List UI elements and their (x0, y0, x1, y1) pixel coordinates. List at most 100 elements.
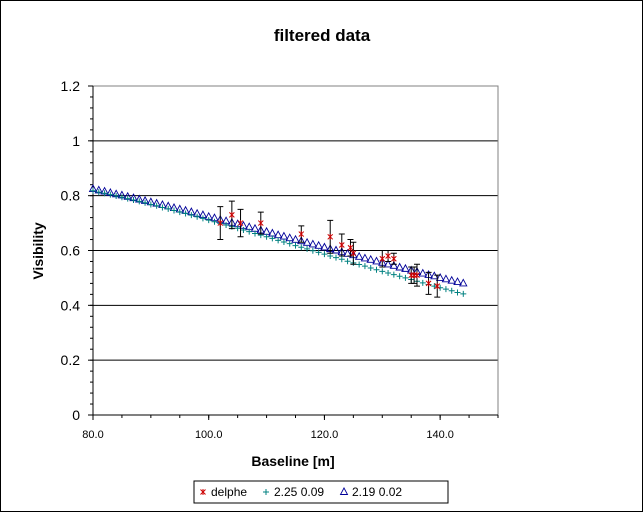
legend: delphe 2.25 0.09 2.19 0.02 (193, 480, 449, 504)
plus-point (309, 247, 316, 254)
plus-point (419, 279, 426, 286)
x-point (408, 272, 415, 279)
plus-point (373, 266, 380, 273)
legend-marker-fit2 (339, 487, 349, 495)
plus-point (280, 239, 287, 246)
x-point (411, 272, 417, 279)
triangle-point (418, 268, 428, 277)
x-point (347, 244, 354, 251)
plus-point (240, 226, 247, 233)
x-point (434, 283, 441, 290)
plus-point (454, 289, 461, 296)
tick-labels: 0 0.2 0.4 0.6 0.8 1 1.2 80.0 100.0 120.0 140.0 (61, 78, 454, 441)
plus-point (176, 209, 183, 216)
chart-title: filtered data (274, 26, 371, 45)
plus-point (292, 242, 299, 249)
axes (88, 85, 499, 420)
triangle-point (273, 230, 283, 239)
triangle-point (459, 278, 468, 287)
triangle-point (401, 263, 410, 272)
gridlines (93, 85, 498, 361)
plus-point (263, 233, 270, 240)
plus-point (153, 202, 160, 209)
plus-point (194, 213, 201, 220)
plus-point (142, 199, 149, 206)
plus-point (361, 263, 368, 270)
triangle-point (320, 242, 329, 251)
triangle-point (447, 275, 456, 284)
y-axis-title: Visibility (30, 222, 46, 280)
plus-point (367, 265, 374, 272)
triangle-point (441, 274, 451, 283)
plus-point (118, 194, 125, 201)
x-point (414, 272, 420, 279)
plus-point (188, 212, 195, 219)
plus-point (159, 204, 166, 211)
triangle-point (314, 240, 323, 249)
triangle-point (453, 277, 462, 285)
x-tick-label: 80.0 (82, 429, 103, 441)
triangle-point (372, 256, 381, 265)
plus-point (124, 195, 131, 202)
plus-point (95, 189, 102, 196)
plus-point (182, 210, 189, 217)
triangle-point (285, 233, 294, 242)
triangle-point (250, 223, 260, 232)
plus-point (223, 222, 230, 229)
triangle-point (354, 251, 364, 260)
plus-point (448, 287, 455, 294)
triangle-point (395, 262, 404, 271)
plus-point (385, 269, 392, 276)
plus-point (442, 286, 449, 293)
plus-point (211, 218, 218, 225)
plus-point (286, 240, 293, 247)
triangle-point (291, 234, 300, 243)
x-point (385, 252, 391, 259)
plus-point (315, 249, 322, 256)
y-tick-label: 1.2 (61, 78, 81, 94)
plus-point (246, 228, 253, 235)
y-tick-label: 0.8 (61, 188, 81, 204)
plus-point (107, 191, 114, 198)
plus-point (269, 235, 276, 242)
triangle-point (268, 228, 277, 237)
legend-marker-delphe (200, 489, 206, 495)
x-tick-label: 140.0 (426, 429, 454, 441)
plus-point (234, 225, 241, 232)
plus-point (113, 192, 120, 199)
triangle-point (360, 253, 370, 262)
plus-point (275, 237, 282, 244)
x-point (217, 220, 224, 227)
x-tick-label: 100.0 (195, 429, 223, 441)
triangle-point (302, 237, 312, 246)
x-point (338, 242, 345, 249)
plus-point (136, 198, 143, 205)
plus-point (344, 258, 351, 265)
plus-point (147, 201, 154, 208)
plus-point (205, 217, 212, 224)
plus-point (338, 256, 345, 263)
plus-point (356, 261, 363, 268)
y-tick-label: 0.6 (61, 243, 81, 259)
plus-point (396, 273, 403, 280)
x-point (257, 220, 264, 227)
x-point (350, 250, 357, 257)
legend-label-fit1: 2.25 0.09 (274, 485, 324, 499)
legend-label-fit2: 2.19 0.02 (352, 485, 402, 499)
triangle-point (331, 245, 341, 254)
x-point (298, 231, 305, 238)
plus-point (379, 268, 386, 275)
x-tick-label: 120.0 (311, 429, 339, 441)
plus-point (130, 197, 137, 204)
legend-label-delphe: delphe (211, 485, 247, 499)
x-point (237, 220, 244, 227)
triangle-point (297, 236, 306, 245)
data-marks (88, 184, 468, 298)
plus-point (252, 230, 258, 237)
x-axis-title: Baseline [m] (251, 453, 334, 469)
plus-point (165, 205, 172, 212)
y-tick-label: 0.4 (61, 297, 81, 313)
legend-marker-fit1 (263, 489, 269, 495)
plus-point (171, 207, 177, 214)
